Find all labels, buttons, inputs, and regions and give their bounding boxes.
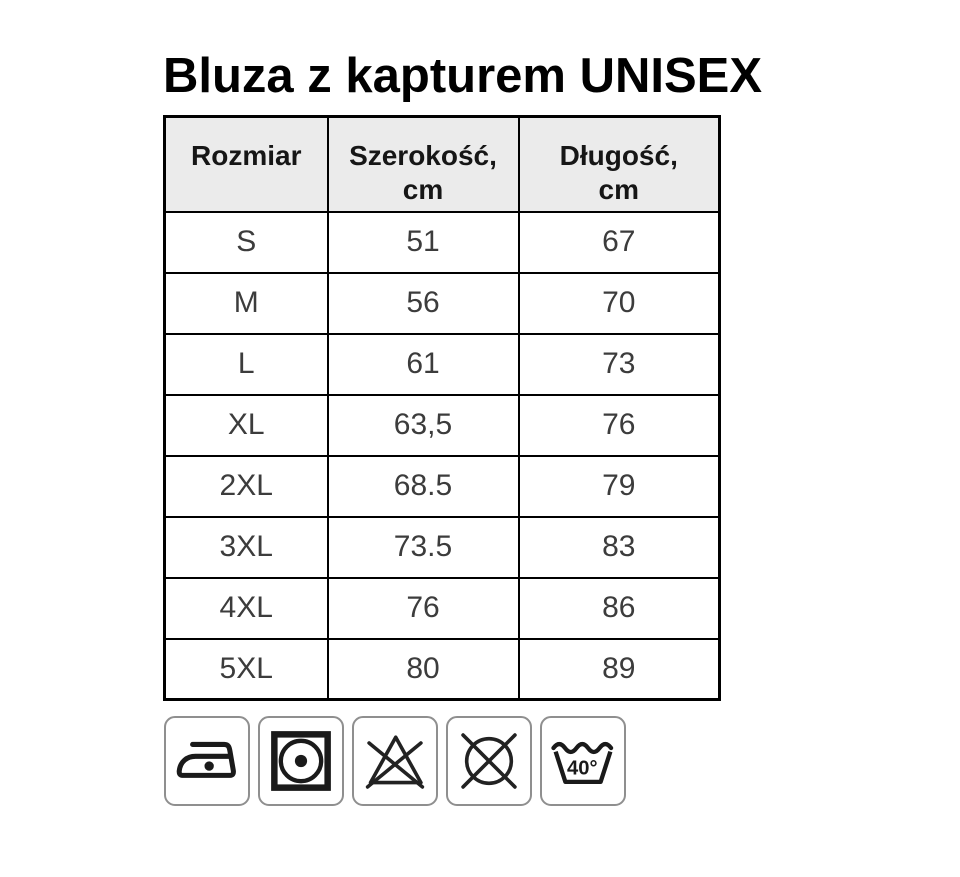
length-cell: 70 [517,271,721,335]
size-cell: S [163,210,329,274]
size-cell: M [163,271,329,335]
care-icon-box-wash-40: 40° [540,716,626,806]
length-cell: 86 [517,576,721,640]
size-cell: 2XL [163,454,329,518]
column-header-dlugosc: Długość, cm [517,115,721,213]
width-cell: 73.5 [326,515,520,579]
length-cell: 89 [517,637,721,701]
length-cell: 79 [517,454,721,518]
care-icon-box-do-not-dry-clean [446,716,532,806]
header-line2: cm [598,174,639,205]
header-line1: Szerokość, [349,140,497,171]
size-cell: 5XL [163,637,329,701]
width-cell: 61 [326,332,520,396]
length-cell: 83 [517,515,721,579]
table-row: M 56 70 [163,271,721,335]
length-cell: 67 [517,210,721,274]
tumble-dry-icon [271,731,331,791]
care-icon-box-do-not-bleach [352,716,438,806]
header-line1: Rozmiar [191,140,302,171]
size-cell: 4XL [163,576,329,640]
wash-40-icon: 40° [551,741,614,785]
length-cell: 73 [517,332,721,396]
table-row: L 61 73 [163,332,721,396]
length-cell: 76 [517,393,721,457]
care-icon-box-tumble-dry [258,716,344,806]
size-table-header: Rozmiar Szerokość, cm Długość, cm [163,115,721,213]
column-header-rozmiar: Rozmiar [163,115,329,213]
size-table: Rozmiar Szerokość, cm Długość, cm S 51 6… [163,115,721,701]
table-row: XL 63,5 76 [163,393,721,457]
table-row: 3XL 73.5 83 [163,515,721,579]
table-row: 5XL 80 89 [163,637,721,701]
care-icons-row: 40° [164,716,626,806]
width-cell: 63,5 [326,393,520,457]
wash-temp-label: 40° [567,758,597,780]
header-line1: Długość, [559,140,678,171]
table-row: 2XL 68.5 79 [163,454,721,518]
header-line2: cm [402,174,444,205]
size-cell: XL [163,393,329,457]
care-icon-box-iron [164,716,250,806]
size-cell: 3XL [163,515,329,579]
header-row: Rozmiar Szerokość, cm Długość, cm [163,115,721,213]
size-table-body: S 51 67 M 56 70 L 61 73 XL 63,5 76 2XL 6… [163,210,721,701]
table-row: S 51 67 [163,210,721,274]
do-not-dry-clean-icon [461,733,517,789]
page-title: Bluza z kapturem UNISEX [163,49,763,103]
width-cell: 51 [326,210,520,274]
do-not-bleach-icon [365,735,425,789]
size-cell: L [163,332,329,396]
width-cell: 80 [326,637,520,701]
width-cell: 68.5 [326,454,520,518]
table-row: 4XL 76 86 [163,576,721,640]
width-cell: 56 [326,271,520,335]
iron-icon [176,741,236,778]
column-header-szerokosc: Szerokość, cm [326,115,520,213]
width-cell: 76 [326,576,520,640]
